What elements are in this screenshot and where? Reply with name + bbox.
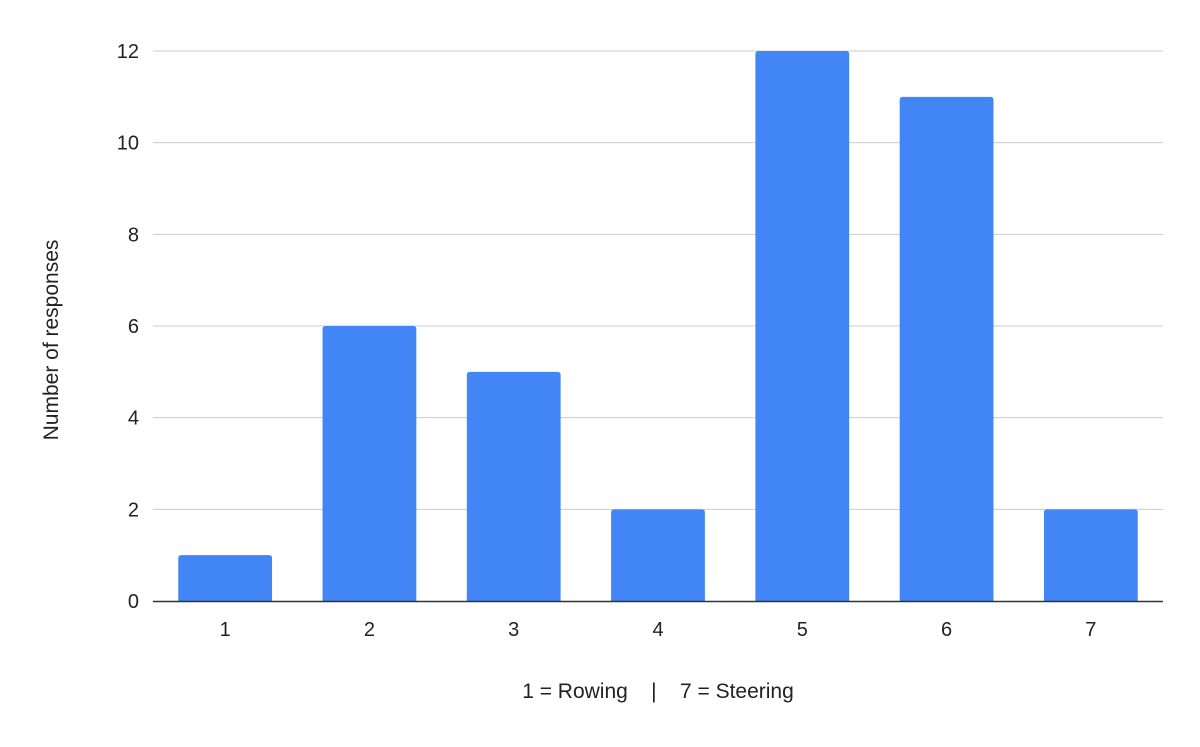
gridlines xyxy=(153,50,1163,510)
x-tick-label: 6 xyxy=(941,619,952,641)
x-tick-label: 3 xyxy=(508,619,519,641)
bar-5 xyxy=(755,51,850,601)
bar-4 xyxy=(611,509,705,601)
bar-3 xyxy=(466,371,561,601)
x-tick-label: 4 xyxy=(652,619,663,641)
bar-6 xyxy=(899,96,994,601)
y-tick-labels: 0 2 4 6 8 10 12 xyxy=(117,41,139,613)
bars xyxy=(178,51,1138,601)
y-tick-label: 0 xyxy=(128,591,139,613)
x-axis-title: 1 = Rowing | 7 = Steering xyxy=(522,680,794,703)
x-tick-label: 7 xyxy=(1085,619,1096,641)
x-tick-label: 1 xyxy=(220,619,231,641)
bar-2 xyxy=(322,326,417,601)
x-tick-label: 5 xyxy=(797,619,808,641)
y-tick-label: 12 xyxy=(117,41,139,63)
bar-7 xyxy=(1043,509,1138,601)
y-tick-label: 6 xyxy=(128,316,139,338)
y-tick-label: 8 xyxy=(128,224,139,246)
x-tick-labels: 1 2 3 4 5 6 7 xyxy=(220,619,1097,641)
y-tick-label: 2 xyxy=(128,499,139,521)
y-tick-label: 10 xyxy=(117,133,139,155)
x-tick-label: 2 xyxy=(364,619,375,641)
y-axis-title: Number of responses xyxy=(40,240,63,441)
bar-1 xyxy=(178,555,273,601)
y-tick-label: 4 xyxy=(128,408,139,430)
